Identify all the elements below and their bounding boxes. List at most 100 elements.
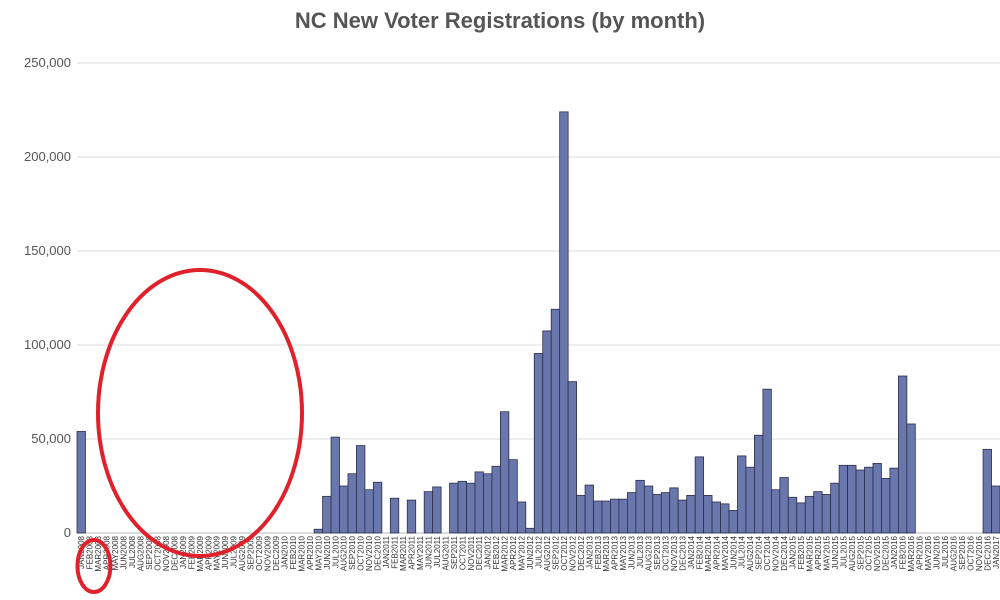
bars xyxy=(76,111,1000,534)
x-tick-label: FEB2010 xyxy=(289,535,298,569)
bar xyxy=(677,499,688,534)
x-tick-label: DEC2016 xyxy=(983,535,992,570)
bar xyxy=(643,485,654,534)
x-tick-label: OCT2015 xyxy=(865,535,874,570)
bar xyxy=(779,477,789,534)
x-tick-label: MAR2011 xyxy=(399,535,408,571)
bar xyxy=(627,492,637,534)
bar xyxy=(711,501,721,534)
bar xyxy=(838,464,848,534)
x-tick-label: DEC2010 xyxy=(374,535,383,570)
bar xyxy=(847,464,857,534)
bar xyxy=(567,381,578,534)
x-tick-label: NOV2008 xyxy=(162,535,171,571)
x-tick-label: JAN2010 xyxy=(280,535,289,568)
x-tick-label: DEC2014 xyxy=(780,535,789,570)
highlight-annotations xyxy=(75,268,304,594)
bar xyxy=(737,455,747,534)
bar xyxy=(982,448,992,534)
x-tick-label: JUL2010 xyxy=(331,535,340,568)
bar xyxy=(576,494,586,534)
bar xyxy=(813,491,823,534)
x-tick-label: MAR2009 xyxy=(196,535,205,571)
y-tick-label: 50,000 xyxy=(31,431,71,446)
x-tick-label: MAY2010 xyxy=(314,535,323,570)
x-tick-label: SEP2016 xyxy=(958,535,967,569)
x-tick-label: FEB2015 xyxy=(797,535,806,569)
x-tick-label: JUL2012 xyxy=(535,535,544,568)
x-tick-label: APR2014 xyxy=(712,535,721,570)
x-tick-label: JAN2015 xyxy=(789,535,798,568)
bar xyxy=(457,480,467,534)
x-tick-label: MAY2016 xyxy=(924,535,933,570)
bar xyxy=(864,466,874,534)
x-tick-label: MAR2016 xyxy=(907,535,916,571)
bar xyxy=(821,494,832,534)
x-tick-label: JUL2014 xyxy=(738,535,747,568)
x-tick-label: OCT2016 xyxy=(966,535,975,570)
x-tick-label: MAR2014 xyxy=(704,535,713,571)
x-tick-label: AUG2013 xyxy=(645,535,654,571)
bar xyxy=(508,459,518,534)
bar xyxy=(339,485,349,534)
x-tick-label: JUL2009 xyxy=(230,535,239,568)
x-tick-label: OCT2012 xyxy=(560,535,569,570)
x-tick-label: OCT2009 xyxy=(255,535,264,570)
bar xyxy=(542,330,552,534)
bar xyxy=(762,388,772,534)
x-tick-label: NOV2010 xyxy=(365,535,374,571)
bar xyxy=(660,492,671,534)
bar xyxy=(406,499,417,534)
x-tick-label: JUN2008 xyxy=(120,535,129,569)
x-tick-label: AUG2009 xyxy=(238,535,247,571)
bar xyxy=(770,489,781,534)
bar xyxy=(389,497,400,534)
x-tick-label: JUN2016 xyxy=(932,535,941,569)
x-tick-label: NOV2012 xyxy=(568,535,577,571)
bar xyxy=(830,482,840,534)
x-tick-label: AUG2008 xyxy=(137,535,146,571)
bar xyxy=(483,473,493,534)
bar xyxy=(881,478,891,534)
x-tick-label: FEB2011 xyxy=(391,535,400,568)
x-tick-label: OCT2014 xyxy=(763,535,772,570)
x-tick-label: JUN2012 xyxy=(526,535,535,569)
x-tick-label: AUG2010 xyxy=(340,535,349,571)
x-tick-label: FEB2016 xyxy=(899,535,908,569)
bar xyxy=(669,487,679,534)
bar xyxy=(322,495,332,534)
y-tick-label: 250,000 xyxy=(24,55,71,70)
x-tick-label: NOV2013 xyxy=(670,535,679,571)
bar xyxy=(728,510,738,534)
x-tick-label: JAN2017 xyxy=(992,535,1000,568)
bar xyxy=(745,466,755,534)
x-tick-label: SEP2009 xyxy=(247,535,256,569)
bar xyxy=(499,411,510,534)
bar xyxy=(491,465,501,534)
bar xyxy=(593,500,603,534)
bar xyxy=(720,503,730,534)
bar xyxy=(796,502,806,534)
bar xyxy=(991,485,1000,534)
x-tick-label: DEC2012 xyxy=(577,535,586,570)
x-tick-label: NOV2016 xyxy=(975,535,984,571)
x-tick-label: DEC2009 xyxy=(272,535,281,570)
x-tick-label: JUN2011 xyxy=(424,535,433,568)
x-tick-label: FEB2008 xyxy=(86,535,95,569)
highlight-ellipse xyxy=(96,268,304,558)
bar xyxy=(652,494,662,534)
bar xyxy=(906,423,916,534)
x-tick-label: JAN2013 xyxy=(585,535,594,568)
bar xyxy=(559,111,569,534)
x-tick-label: DEC2013 xyxy=(678,535,687,570)
x-tick-label: APR2013 xyxy=(611,535,620,570)
x-tick-label: SEP2013 xyxy=(653,535,662,569)
x-tick-label: FEB2014 xyxy=(695,535,704,569)
x-tick-label: NOV2009 xyxy=(264,535,273,571)
bar xyxy=(872,463,882,534)
bar xyxy=(76,431,86,534)
bar xyxy=(550,308,561,534)
y-axis-tick-labels: 0 50,000 100,000 150,000 200,000 250,000 xyxy=(24,55,71,540)
bar xyxy=(474,471,484,534)
bar xyxy=(703,494,713,534)
